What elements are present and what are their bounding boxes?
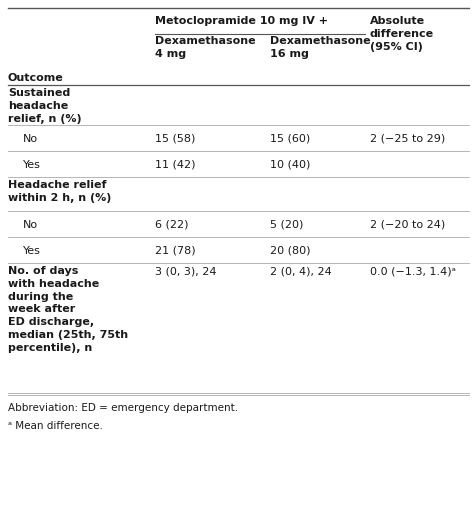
Text: Dexamethasone
4 mg: Dexamethasone 4 mg <box>155 36 255 59</box>
Text: Yes: Yes <box>23 160 41 169</box>
Text: 11 (42): 11 (42) <box>155 160 195 169</box>
Text: No: No <box>23 220 38 229</box>
Text: Yes: Yes <box>23 246 41 255</box>
Text: 2 (−25 to 29): 2 (−25 to 29) <box>370 133 445 144</box>
Text: 15 (58): 15 (58) <box>155 133 195 144</box>
Text: ᵃ Mean difference.: ᵃ Mean difference. <box>8 421 103 431</box>
Text: 10 (40): 10 (40) <box>270 160 310 169</box>
Text: 15 (60): 15 (60) <box>270 133 310 144</box>
Text: Sustained
headache
relief, n (%): Sustained headache relief, n (%) <box>8 88 82 124</box>
Text: Outcome: Outcome <box>8 73 64 83</box>
Text: 21 (78): 21 (78) <box>155 246 196 255</box>
Text: 6 (22): 6 (22) <box>155 220 189 229</box>
Text: Headache relief
within 2 h, n (%): Headache relief within 2 h, n (%) <box>8 180 111 203</box>
Text: Abbreviation: ED = emergency department.: Abbreviation: ED = emergency department. <box>8 403 238 413</box>
Text: No. of days
with headache
during the
week after
ED discharge,
median (25th, 75th: No. of days with headache during the wee… <box>8 266 128 353</box>
Text: 20 (80): 20 (80) <box>270 246 310 255</box>
Text: 5 (20): 5 (20) <box>270 220 303 229</box>
Text: 0.0 (−1.3, 1.4)ᵃ: 0.0 (−1.3, 1.4)ᵃ <box>370 266 456 276</box>
Text: 3 (0, 3), 24: 3 (0, 3), 24 <box>155 266 217 276</box>
Text: Metoclopramide 10 mg IV +: Metoclopramide 10 mg IV + <box>155 16 328 26</box>
Text: Absolute
difference
(95% CI): Absolute difference (95% CI) <box>370 16 434 52</box>
Text: No: No <box>23 133 38 144</box>
Text: 2 (0, 4), 24: 2 (0, 4), 24 <box>270 266 332 276</box>
Text: 2 (−20 to 24): 2 (−20 to 24) <box>370 220 445 229</box>
Text: Dexamethasone
16 mg: Dexamethasone 16 mg <box>270 36 371 59</box>
